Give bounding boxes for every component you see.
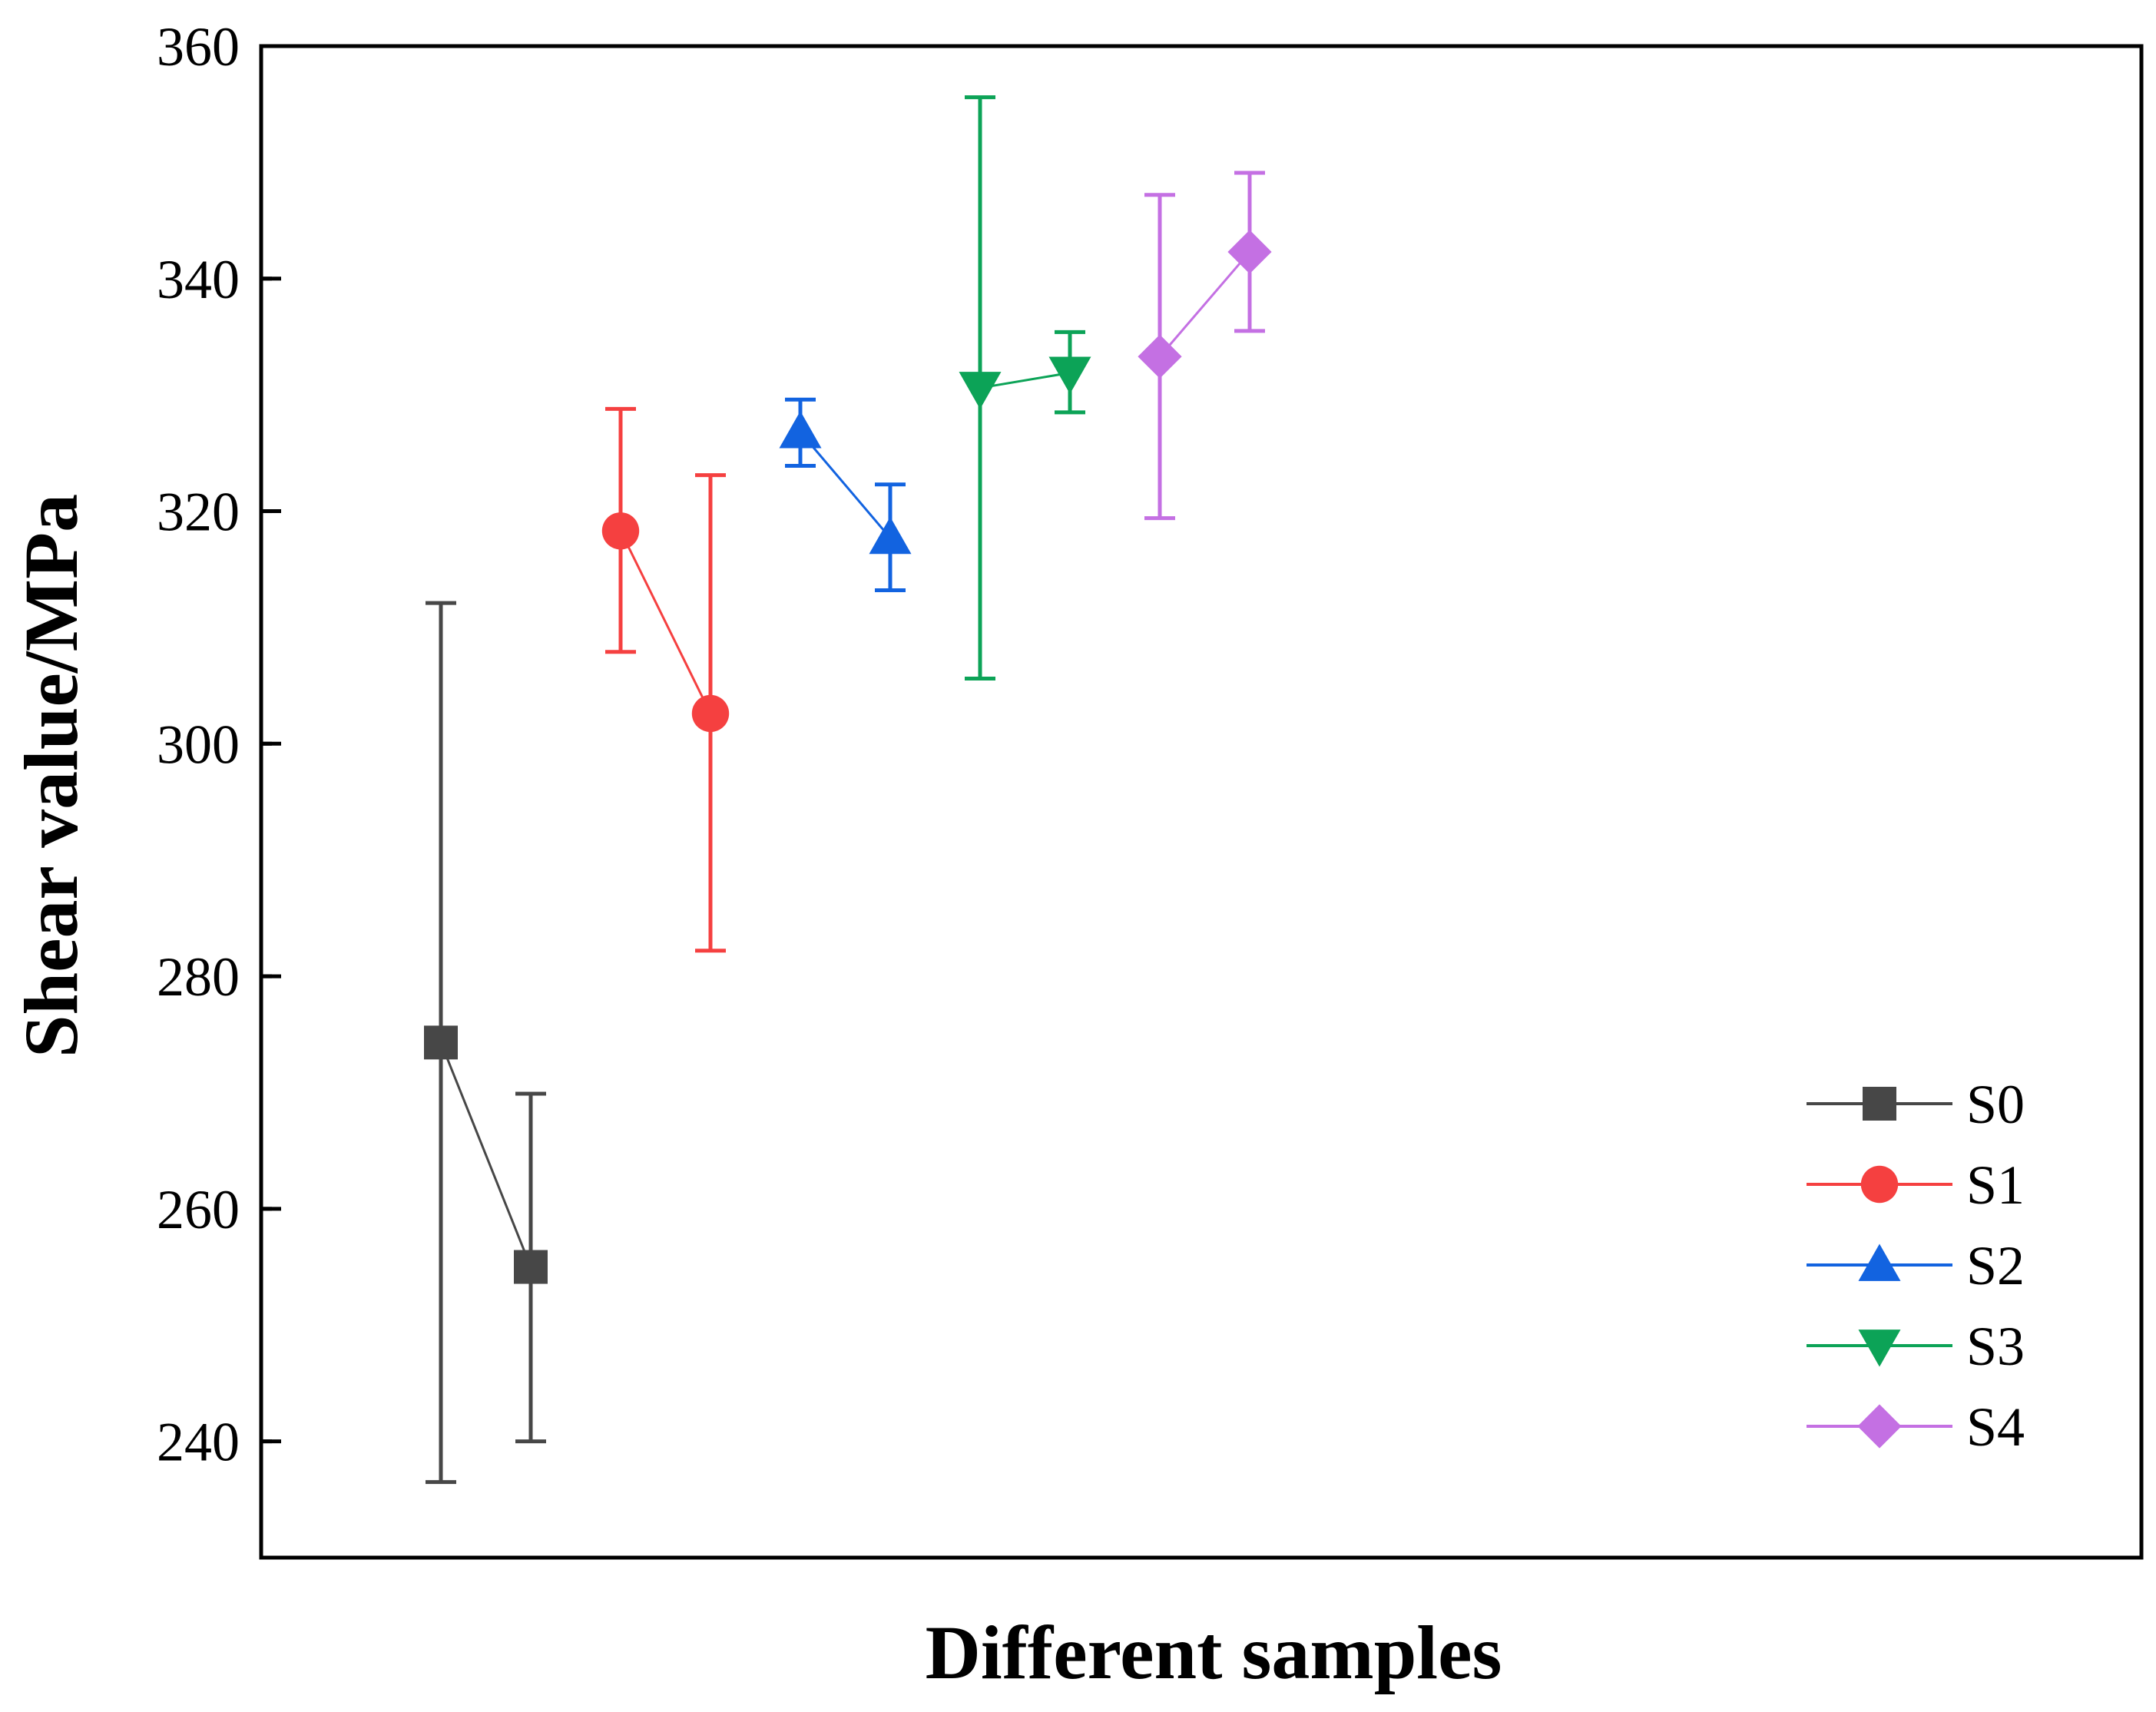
legend-marker [1858, 1330, 1901, 1367]
data-point [1048, 356, 1091, 394]
y-tick-label: 340 [157, 249, 240, 310]
y-axis: 240 260 280 300 320 340 360 [157, 16, 281, 1473]
data-point [514, 1250, 548, 1284]
series-S4 [1138, 171, 1272, 521]
y-tick-label: 320 [157, 482, 240, 543]
y-tick-label: 240 [157, 1412, 240, 1473]
legend-marker [1860, 1165, 1899, 1204]
legend-item-S0: S0 [1807, 1074, 2025, 1135]
y-axis-title: Shear value/MPa [8, 494, 94, 1058]
data-point [1138, 334, 1182, 379]
data-point [959, 372, 1002, 409]
y-tick-label: 260 [157, 1179, 240, 1240]
series-S2 [779, 397, 912, 592]
x-axis-title: Different samples [926, 1610, 1502, 1695]
legend-label: S1 [1966, 1154, 2025, 1216]
legend-label: S0 [1966, 1074, 2025, 1135]
legend-item-S1: S1 [1807, 1154, 2025, 1216]
legend-label: S4 [1966, 1396, 2025, 1458]
legend-marker [1863, 1087, 1896, 1121]
series-line [979, 371, 1071, 389]
data-point [1227, 230, 1272, 274]
legend: S0 S1 S2 S3 S4 [1807, 1074, 2025, 1458]
y-tick-label: 300 [157, 714, 240, 775]
series-S1 [601, 406, 730, 953]
series-S0 [424, 601, 548, 1485]
legend-label: S3 [1966, 1316, 2025, 1377]
plot-frame [259, 44, 2144, 1560]
data-point [601, 512, 640, 550]
data-point [691, 694, 730, 733]
legend-item-S4: S4 [1807, 1396, 2025, 1458]
legend-marker [1857, 1404, 1902, 1449]
y-tick-label: 360 [157, 16, 240, 78]
legend-item-S3: S3 [1807, 1316, 2025, 1377]
series-line [439, 1041, 532, 1268]
legend-marker [1858, 1243, 1901, 1281]
series-S3 [959, 95, 1091, 681]
plot-area [424, 95, 1272, 1485]
series-line [619, 530, 712, 714]
series-line [1158, 250, 1251, 358]
data-point [779, 411, 822, 449]
data-point [869, 516, 912, 555]
series-line [799, 431, 892, 539]
legend-item-S2: S2 [1807, 1235, 2025, 1296]
legend-label: S2 [1966, 1235, 2025, 1296]
data-point [424, 1025, 458, 1060]
y-tick-label: 280 [157, 946, 240, 1008]
